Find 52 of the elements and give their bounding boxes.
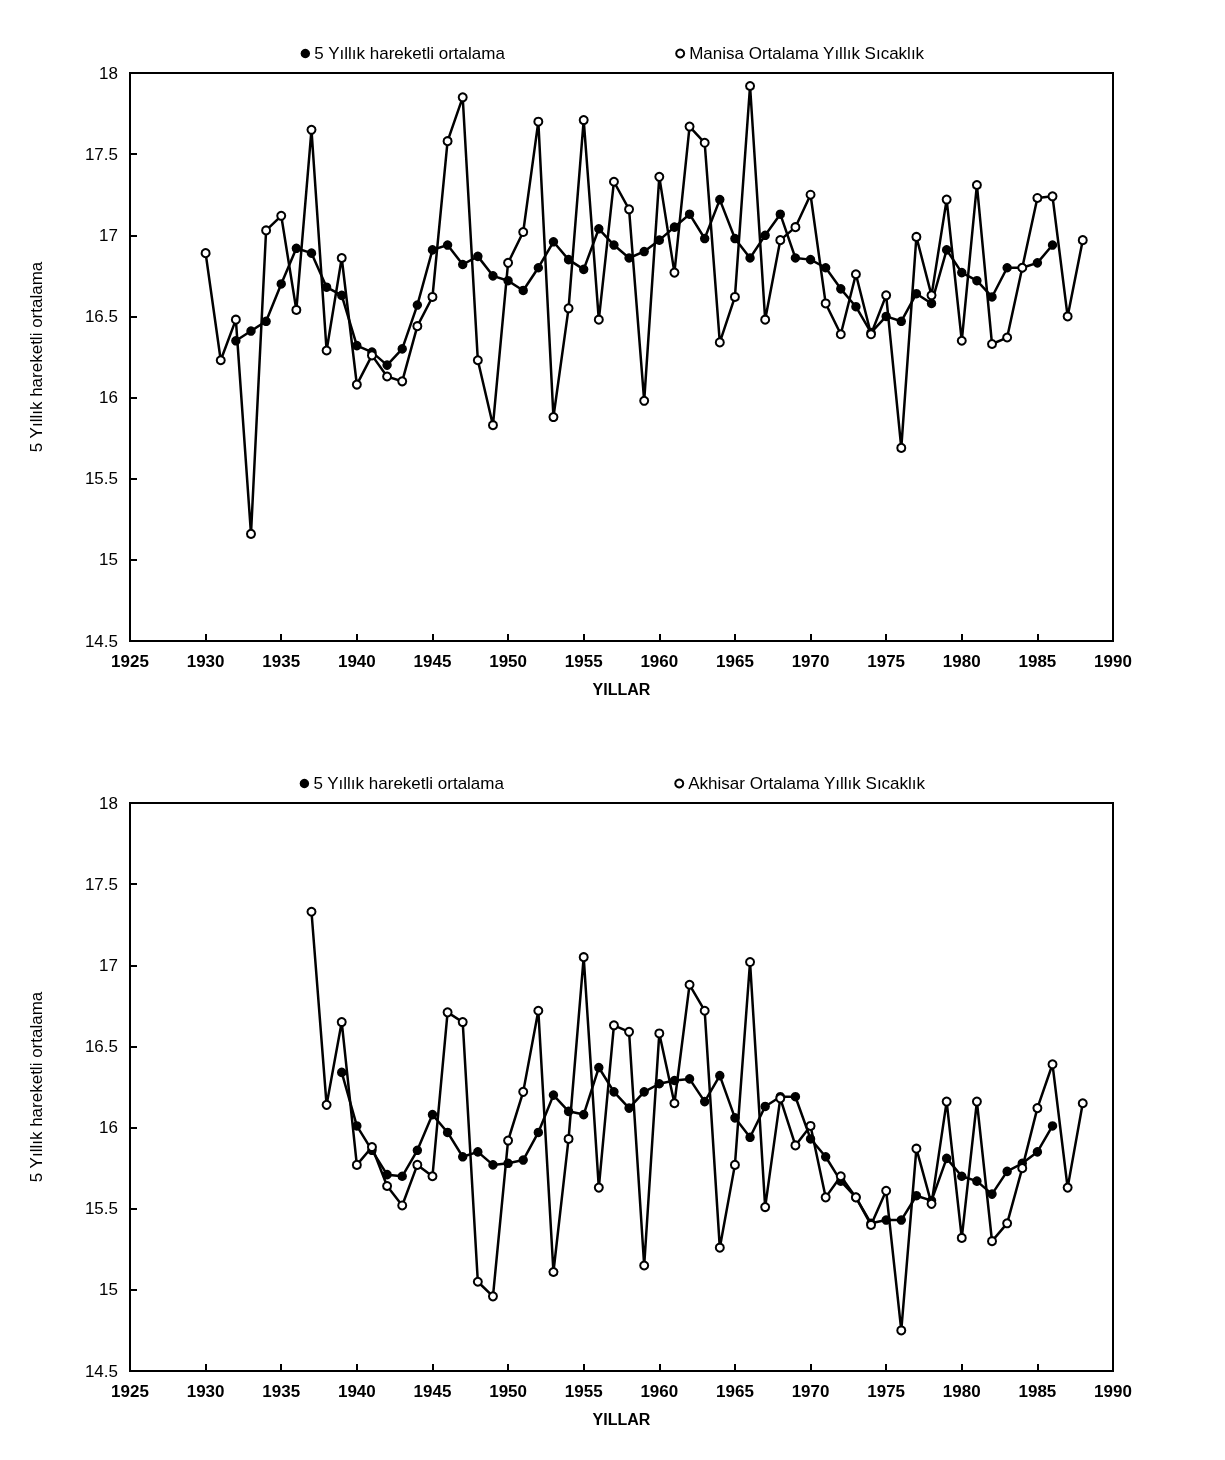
x-tick-label: 1985	[1018, 652, 1057, 671]
x-tick-label: 1980	[942, 652, 981, 671]
x-axis-title: YILLAR	[592, 1410, 651, 1428]
y-tick-label: 16	[99, 1118, 118, 1138]
x-tick-label: 1935	[262, 652, 301, 671]
x-tick-label: 1975	[867, 652, 906, 671]
x-tick-label: 1945	[413, 652, 452, 671]
y-tick-label: 17.5	[84, 144, 118, 164]
x-tick-label: 1970	[791, 1382, 830, 1401]
y-tick-label: 15.5	[84, 469, 118, 489]
y-tick-label: 17.5	[84, 874, 118, 894]
x-tick-label: 1940	[337, 1382, 376, 1401]
x-tick-label: 1990	[1094, 1382, 1132, 1401]
x-tick-label: 1985	[1018, 1382, 1057, 1401]
x-tick-label: 1960	[640, 652, 679, 671]
y-tick-label: 17	[99, 955, 118, 975]
y-tick-label: 14.5	[84, 631, 118, 651]
x-tick-label: 1990	[1094, 652, 1132, 671]
x-tick-label: 1950	[489, 1382, 527, 1401]
y-tick-label: 16.5	[84, 1036, 118, 1056]
legend-label: Akhisar Ortalama Yıllık Sıcaklık	[688, 774, 926, 793]
y-tick-label: 14.5	[84, 1361, 118, 1381]
x-tick-label: 1950	[489, 652, 527, 671]
legend-label: Manisa Ortalama Yıllık Sıcaklık	[689, 44, 925, 63]
x-tick-label: 1980	[942, 1382, 981, 1401]
y-tick-label: 17	[99, 225, 118, 245]
y-tick-label: 15.5	[84, 1199, 118, 1219]
x-tick-label: 1960	[640, 1382, 679, 1401]
x-tick-label: 1965	[716, 1382, 754, 1401]
x-tick-label: 1930	[186, 1382, 225, 1401]
y-tick-label: 15	[99, 1280, 118, 1300]
x-tick-label: 1945	[413, 1382, 452, 1401]
y-tick-label: 15	[99, 550, 118, 570]
y-tick-label: 16	[99, 388, 118, 408]
x-tick-label: 1955	[564, 652, 603, 671]
x-tick-label: 1925	[111, 652, 149, 671]
y-tick-label: 18	[99, 793, 118, 813]
x-tick-label: 1970	[791, 652, 830, 671]
x-tick-label: 1975	[867, 1382, 906, 1401]
x-tick-label: 1925	[111, 1382, 149, 1401]
x-tick-label: 1935	[262, 1382, 301, 1401]
x-tick-label: 1955	[564, 1382, 603, 1401]
x-axis-title: YILLAR	[592, 680, 651, 698]
legend-label: 5 Yıllık hareketli ortalama	[313, 774, 505, 793]
y-axis-title: 5 Yıllık hareketli ortalama	[27, 991, 46, 1183]
legend-label: 5 Yıllık hareketli ortalama	[314, 44, 506, 63]
y-tick-label: 16.5	[84, 306, 118, 326]
x-tick-label: 1965	[716, 652, 754, 671]
y-tick-label: 18	[99, 63, 118, 83]
x-tick-label: 1930	[186, 652, 225, 671]
x-tick-label: 1940	[337, 652, 376, 671]
y-axis-title: 5 Yıllık hareketli ortalama	[27, 261, 46, 453]
